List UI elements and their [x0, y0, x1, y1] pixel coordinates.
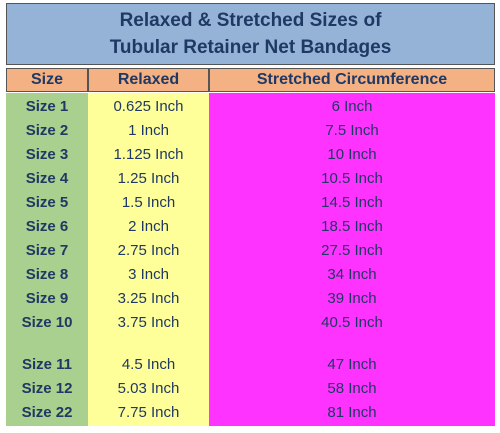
- stretched-cell: 7.5 Inch: [325, 121, 379, 139]
- header-size: Size: [6, 68, 88, 92]
- relaxed-cell: 1.125 Inch: [113, 145, 184, 163]
- stretched-cell: 39 Inch: [327, 289, 377, 307]
- stretched-cell: 47 Inch: [327, 355, 377, 373]
- size-cell: Size 2: [25, 121, 69, 139]
- relaxed-cell: 2 Inch: [128, 217, 169, 235]
- header-relaxed: Relaxed: [88, 68, 209, 92]
- relaxed-cell: 0.625 Inch: [113, 97, 184, 115]
- size-column-bg: [6, 93, 88, 426]
- relaxed-cell: 3.75 Inch: [117, 313, 180, 331]
- table-row: Size 11 4.5 Inch 47 Inch: [6, 352, 495, 376]
- stretched-cell: 10 Inch: [327, 145, 377, 163]
- table-row: Size 6 2 Inch 18.5 Inch: [6, 214, 495, 238]
- stretched-cell: 27.5 Inch: [321, 241, 383, 259]
- table-row: Size 5 1.5 Inch 14.5 Inch: [6, 190, 495, 214]
- title-line-2: Tubular Retainer Net Bandages: [109, 37, 392, 58]
- size-cell: Size 6: [25, 217, 69, 235]
- size-cell: Size 1: [25, 97, 69, 115]
- relaxed-cell: 3 Inch: [128, 265, 169, 283]
- relaxed-cell: 1.5 Inch: [121, 193, 176, 211]
- relaxed-cell: 4.5 Inch: [121, 355, 176, 373]
- relaxed-cell: 5.03 Inch: [117, 379, 180, 397]
- header-stretched: Stretched Circumference: [209, 68, 495, 92]
- table-row: Size 7 2.75 Inch 27.5 Inch: [6, 238, 495, 262]
- size-cell: Size 12: [21, 379, 73, 397]
- relaxed-cell: 1.25 Inch: [117, 169, 180, 187]
- relaxed-cell: 3.25 Inch: [117, 289, 180, 307]
- table-row: Size 22 7.75 Inch 81 Inch: [6, 400, 495, 424]
- size-cell: Size 10: [21, 313, 73, 331]
- table-row: Size 10 3.75 Inch 40.5 Inch: [6, 310, 495, 334]
- title-line-1: Relaxed & Stretched Sizes of: [119, 10, 382, 31]
- size-cell: Size 7: [25, 241, 69, 259]
- stretched-cell: 10.5 Inch: [321, 169, 383, 187]
- size-cell: Size 22: [21, 403, 73, 421]
- size-cell: Size 3: [25, 145, 69, 163]
- stretched-cell: 58 Inch: [327, 379, 377, 397]
- table-row: Size 2 1 Inch 7.5 Inch: [6, 118, 495, 142]
- relaxed-cell: 1 Inch: [128, 121, 169, 139]
- stretched-cell: 14.5 Inch: [321, 193, 383, 211]
- stretched-cell: 6 Inch: [331, 97, 373, 115]
- table-row: Size 8 3 Inch 34 Inch: [6, 262, 495, 286]
- table-title: Relaxed & Stretched Sizes of Tubular Ret…: [6, 3, 495, 65]
- relaxed-column-bg: [88, 93, 209, 426]
- stretched-cell: 40.5 Inch: [321, 313, 383, 331]
- table-row: Size 3 1.125 Inch 10 Inch: [6, 142, 495, 166]
- size-cell: Size 4: [25, 169, 69, 187]
- size-cell: Size 5: [25, 193, 69, 211]
- relaxed-cell: 2.75 Inch: [117, 241, 180, 259]
- table-row: Size 9 3.25 Inch 39 Inch: [6, 286, 495, 310]
- stretched-cell: 18.5 Inch: [321, 217, 383, 235]
- size-cell: Size 11: [21, 355, 73, 373]
- size-cell: Size 9: [25, 289, 69, 307]
- table-row: Size 12 5.03 Inch 58 Inch: [6, 376, 495, 400]
- relaxed-cell: 7.75 Inch: [117, 403, 180, 421]
- size-cell: Size 8: [25, 265, 69, 283]
- stretched-column-bg: [209, 93, 495, 426]
- table-row: Size 1 0.625 Inch 6 Inch: [6, 94, 495, 118]
- stretched-cell: 81 Inch: [327, 403, 377, 421]
- size-table: Relaxed & Stretched Sizes of Tubular Ret…: [6, 3, 495, 426]
- table-row: Size 4 1.25 Inch 10.5 Inch: [6, 166, 495, 190]
- stretched-cell: 34 Inch: [327, 265, 377, 283]
